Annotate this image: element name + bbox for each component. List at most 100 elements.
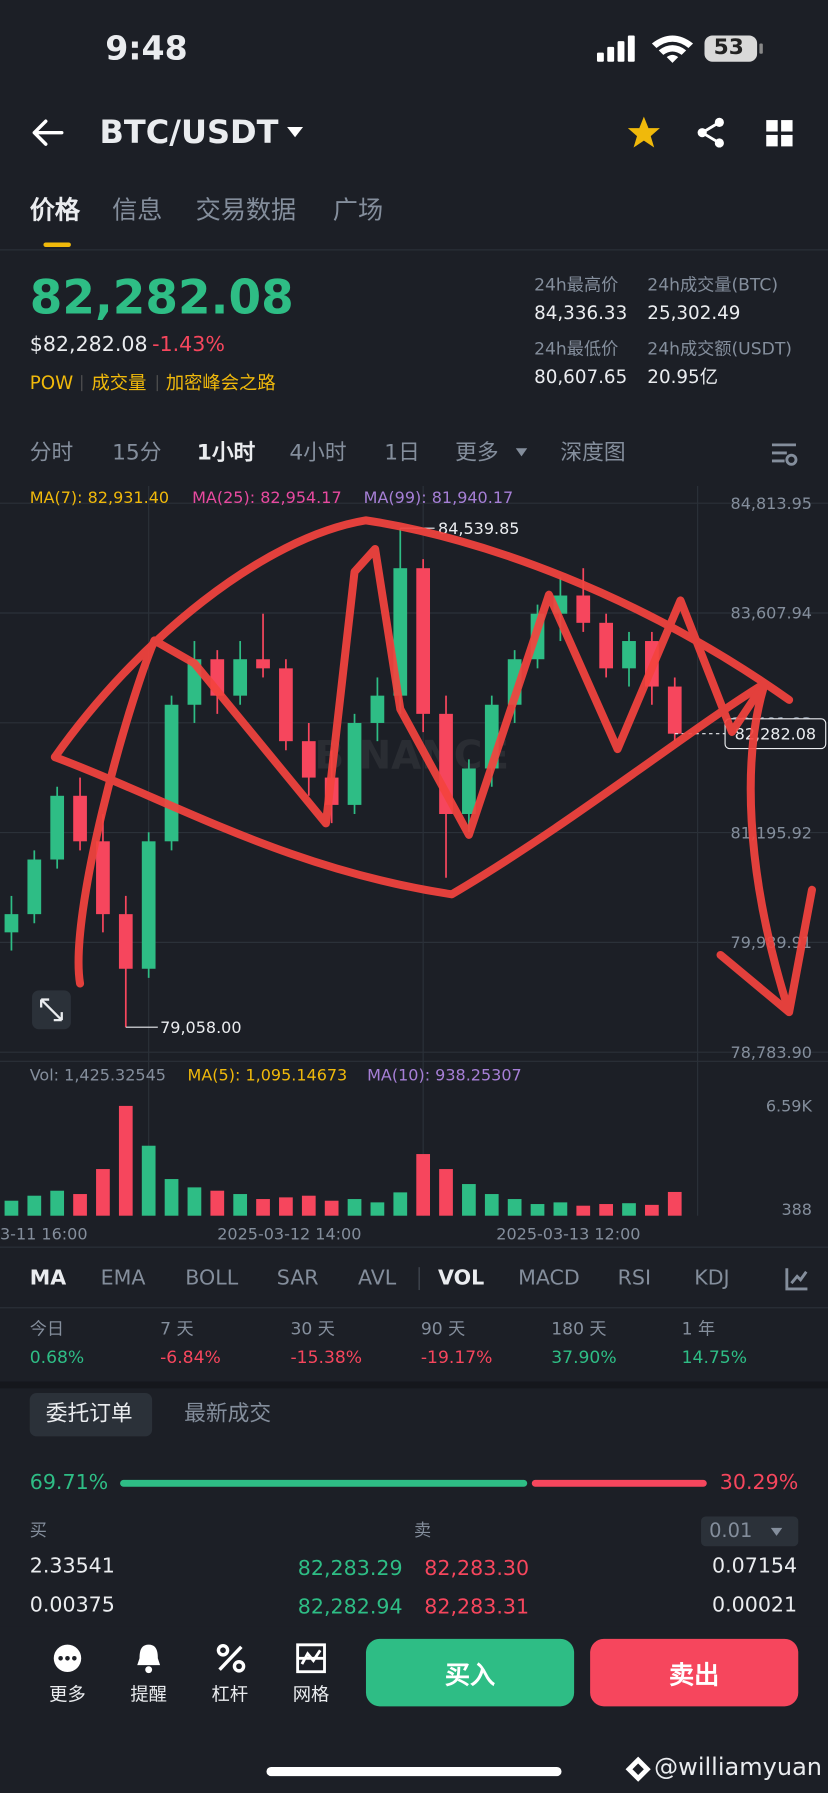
favorite-star[interactable] [627, 116, 661, 150]
ask-price: 82,283.31 [424, 1595, 530, 1620]
precision-select[interactable] [701, 1516, 799, 1547]
sell-ratio: 30.29% [719, 1470, 799, 1495]
stat-value: 20.95亿 [647, 365, 718, 388]
interval[interactable]: 1日 [384, 440, 420, 466]
tag[interactable]: 成交量 [91, 371, 147, 394]
nav-icon-grid[interactable] [296, 1643, 326, 1674]
interval[interactable]: 1小时 [196, 440, 256, 466]
stat-label: 24h最高价 [534, 274, 619, 296]
tab-chip[interactable] [29, 1392, 153, 1437]
low-label: 79,058.00 [160, 1018, 241, 1037]
candle-body [233, 659, 248, 696]
usd-price: $82,282.08 [29, 332, 148, 357]
perf-value: 14.75% [681, 1347, 748, 1368]
grid-button[interactable] [765, 119, 795, 149]
section-gap [0, 1381, 828, 1389]
nav-icon-alert[interactable] [135, 1642, 162, 1674]
stat-label: 24h成交量(BTC) [647, 274, 779, 296]
annotation-stroke [74, 544, 768, 988]
pair-caret[interactable] [286, 126, 304, 140]
indicator[interactable]: RSI [617, 1266, 652, 1291]
book-sell-header: 卖 [414, 1519, 432, 1541]
tab[interactable]: 交易数据 [195, 196, 297, 226]
nav-label[interactable]: 网格 [292, 1683, 330, 1706]
buy-ratio: 69.71% [29, 1470, 109, 1495]
indicator[interactable]: EMA [100, 1266, 146, 1291]
x-tick-label: 2025-03-12 14:00 [217, 1225, 361, 1244]
nav-label[interactable]: 更多 [49, 1683, 86, 1706]
share-button[interactable] [695, 117, 727, 149]
ratio-bar [120, 1479, 707, 1487]
indicator[interactable]: AVL [357, 1266, 397, 1291]
perf-value: -6.84% [160, 1347, 221, 1368]
volume-bar [187, 1187, 202, 1216]
indicator-separator [418, 1267, 420, 1291]
buy-button[interactable]: 买入 [365, 1638, 575, 1707]
status-time: 9:48 [105, 28, 188, 68]
sell-ratio-bar [531, 1479, 707, 1487]
candle-body [256, 659, 270, 669]
indicator-settings[interactable] [785, 1266, 810, 1291]
tag[interactable]: 加密峰会之路 [165, 371, 276, 394]
order-tab[interactable]: 委托订单 [45, 1400, 133, 1427]
candle-body [27, 859, 42, 915]
volume-bar [439, 1169, 453, 1216]
bid-price: 82,282.94 [297, 1595, 403, 1620]
perf-value: 0.68% [29, 1347, 85, 1368]
precision-value[interactable]: 0.01 [709, 1519, 753, 1543]
tag[interactable]: POW [29, 371, 74, 394]
pair-title[interactable]: BTC/USDT [99, 113, 279, 151]
perf-label: 90 天 [420, 1318, 466, 1340]
interval[interactable]: 分时 [29, 440, 74, 466]
volume-bar [507, 1199, 522, 1216]
chart-settings[interactable] [771, 441, 798, 466]
tag-separator [81, 375, 83, 392]
annotation-stroke [50, 679, 768, 899]
tab[interactable]: 信息 [112, 196, 163, 226]
candle-body [599, 622, 613, 669]
indicator[interactable]: SAR [276, 1266, 319, 1291]
volume-bar [553, 1202, 568, 1216]
nav-label[interactable]: 杠杆 [211, 1683, 249, 1706]
candle-body [301, 741, 316, 778]
indicator[interactable]: MA [29, 1266, 67, 1291]
back-button[interactable] [30, 117, 67, 149]
order-tab[interactable]: 最新成交 [184, 1400, 272, 1427]
perf-value: -15.38% [290, 1347, 363, 1368]
interval[interactable]: 4小时 [289, 440, 347, 466]
nav-label[interactable]: 提醒 [130, 1683, 167, 1706]
indicator[interactable]: BOLL [185, 1266, 239, 1291]
annotation-stroke [716, 682, 816, 1017]
sell-button[interactable]: 卖出 [590, 1638, 799, 1707]
tab[interactable]: 价格 [29, 196, 81, 226]
volume-bar [599, 1204, 613, 1216]
volume-bar [50, 1190, 65, 1216]
divider [0, 1246, 828, 1248]
x-tick-label: 3-11 16:00 [0, 1225, 88, 1244]
volume-bar [210, 1190, 225, 1216]
tab-indicator [43, 242, 71, 248]
volume-bar [73, 1194, 87, 1216]
indicator[interactable]: KDJ [694, 1266, 730, 1291]
indicator[interactable]: VOL [438, 1266, 485, 1291]
volume-bar [576, 1205, 591, 1216]
buy-ratio-bar [120, 1479, 527, 1487]
volume-bar [645, 1204, 659, 1216]
volume-bar [622, 1203, 636, 1216]
volume-bar [393, 1192, 408, 1216]
volume-bar [530, 1204, 545, 1216]
nav-icon-leverage[interactable] [216, 1643, 246, 1673]
divider [0, 249, 828, 251]
interval[interactable]: 更多 [455, 440, 499, 466]
indicator[interactable]: MACD [518, 1266, 580, 1291]
interval[interactable]: 深度图 [560, 440, 626, 466]
nav-icon-more[interactable] [53, 1643, 83, 1673]
candle-body [279, 668, 293, 742]
interval[interactable]: 15分 [112, 440, 162, 466]
bid-qty: 0.00375 [29, 1593, 115, 1618]
ma-legend: MA(7): 82,931.40 [30, 488, 169, 507]
tab[interactable]: 广场 [332, 196, 384, 226]
bid-price: 82,283.29 [297, 1556, 403, 1581]
y-tick-label: 81,195.92 [731, 823, 812, 842]
